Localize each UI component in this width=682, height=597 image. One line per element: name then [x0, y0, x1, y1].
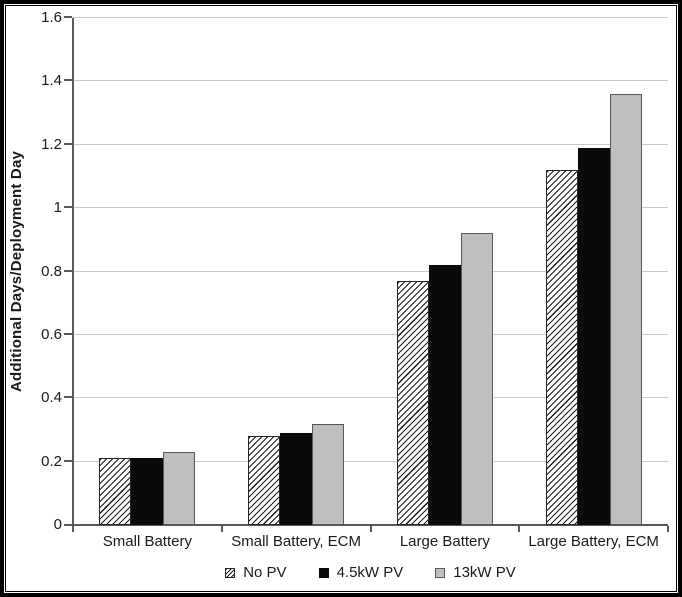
y-tick-label: 1.2 — [41, 135, 62, 153]
plot-area — [64, 16, 669, 532]
gridline — [73, 80, 668, 82]
bar-group — [519, 18, 668, 525]
x-tick — [518, 526, 521, 532]
bar — [577, 147, 610, 525]
legend-label: 13kW PV — [453, 564, 516, 581]
bar — [396, 281, 429, 525]
bar — [460, 233, 493, 525]
legend: No PV 4.5kW PV 13kW PV — [73, 564, 668, 581]
y-tick — [64, 16, 72, 18]
bar-group — [73, 18, 222, 525]
bar — [545, 170, 578, 525]
bar-group — [371, 18, 520, 525]
bar — [248, 436, 281, 525]
x-tick — [369, 526, 372, 532]
bar-group — [222, 18, 371, 525]
y-axis-line — [72, 18, 74, 526]
legend-item: No PV — [225, 564, 287, 581]
x-axis-category-labels: Small Battery Small Battery, ECM Large Bat… — [73, 533, 668, 550]
legend-item: 13kW PV — [435, 564, 516, 581]
bar — [163, 452, 196, 525]
x-tick — [667, 526, 669, 532]
y-tick — [64, 332, 72, 335]
x-category-label: Large Battery, ECM — [528, 533, 659, 550]
legend-label: No PV — [243, 564, 287, 581]
y-tick — [64, 142, 72, 145]
x-tick — [220, 526, 223, 532]
legend-item: 4.5kW PV — [318, 564, 404, 581]
gridline — [73, 460, 668, 462]
bar — [99, 458, 132, 525]
y-tick — [64, 524, 72, 526]
y-tick-label: 1.6 — [41, 9, 62, 26]
gridline — [73, 17, 668, 18]
bar — [428, 265, 461, 525]
gridline — [73, 333, 668, 335]
gridline — [73, 397, 668, 399]
y-tick — [64, 396, 72, 399]
bar — [609, 94, 642, 525]
bar-groups — [73, 18, 668, 525]
legend-swatch-icon — [435, 567, 446, 578]
x-category-label: Small Battery — [102, 533, 192, 550]
legend-label: 4.5kW PV — [336, 564, 404, 581]
y-tick-label: 0.4 — [41, 389, 62, 407]
y-tick — [64, 459, 72, 462]
y-tick — [64, 269, 72, 272]
bar — [312, 423, 345, 525]
gridline — [73, 270, 668, 272]
x-axis-line — [72, 524, 668, 526]
gridline — [73, 207, 668, 209]
x-category-label: Small Battery, ECM — [231, 533, 361, 550]
y-tick-label: 0 — [53, 516, 62, 533]
y-tick-label: 1 — [53, 199, 62, 217]
y-tick-label: 1.4 — [41, 72, 62, 90]
gridline — [73, 143, 668, 145]
y-tick-label: 0.2 — [41, 452, 62, 470]
y-tick-label: 0.8 — [41, 262, 62, 280]
bar — [280, 433, 313, 525]
legend-swatch-icon — [318, 567, 329, 578]
x-category-label: Large Battery — [399, 533, 490, 550]
y-tick-label: 0.6 — [41, 325, 62, 343]
bar — [131, 458, 164, 525]
x-tick — [72, 526, 74, 532]
y-tick — [64, 79, 72, 82]
y-tick — [64, 206, 72, 209]
legend-swatch-icon — [225, 567, 236, 578]
